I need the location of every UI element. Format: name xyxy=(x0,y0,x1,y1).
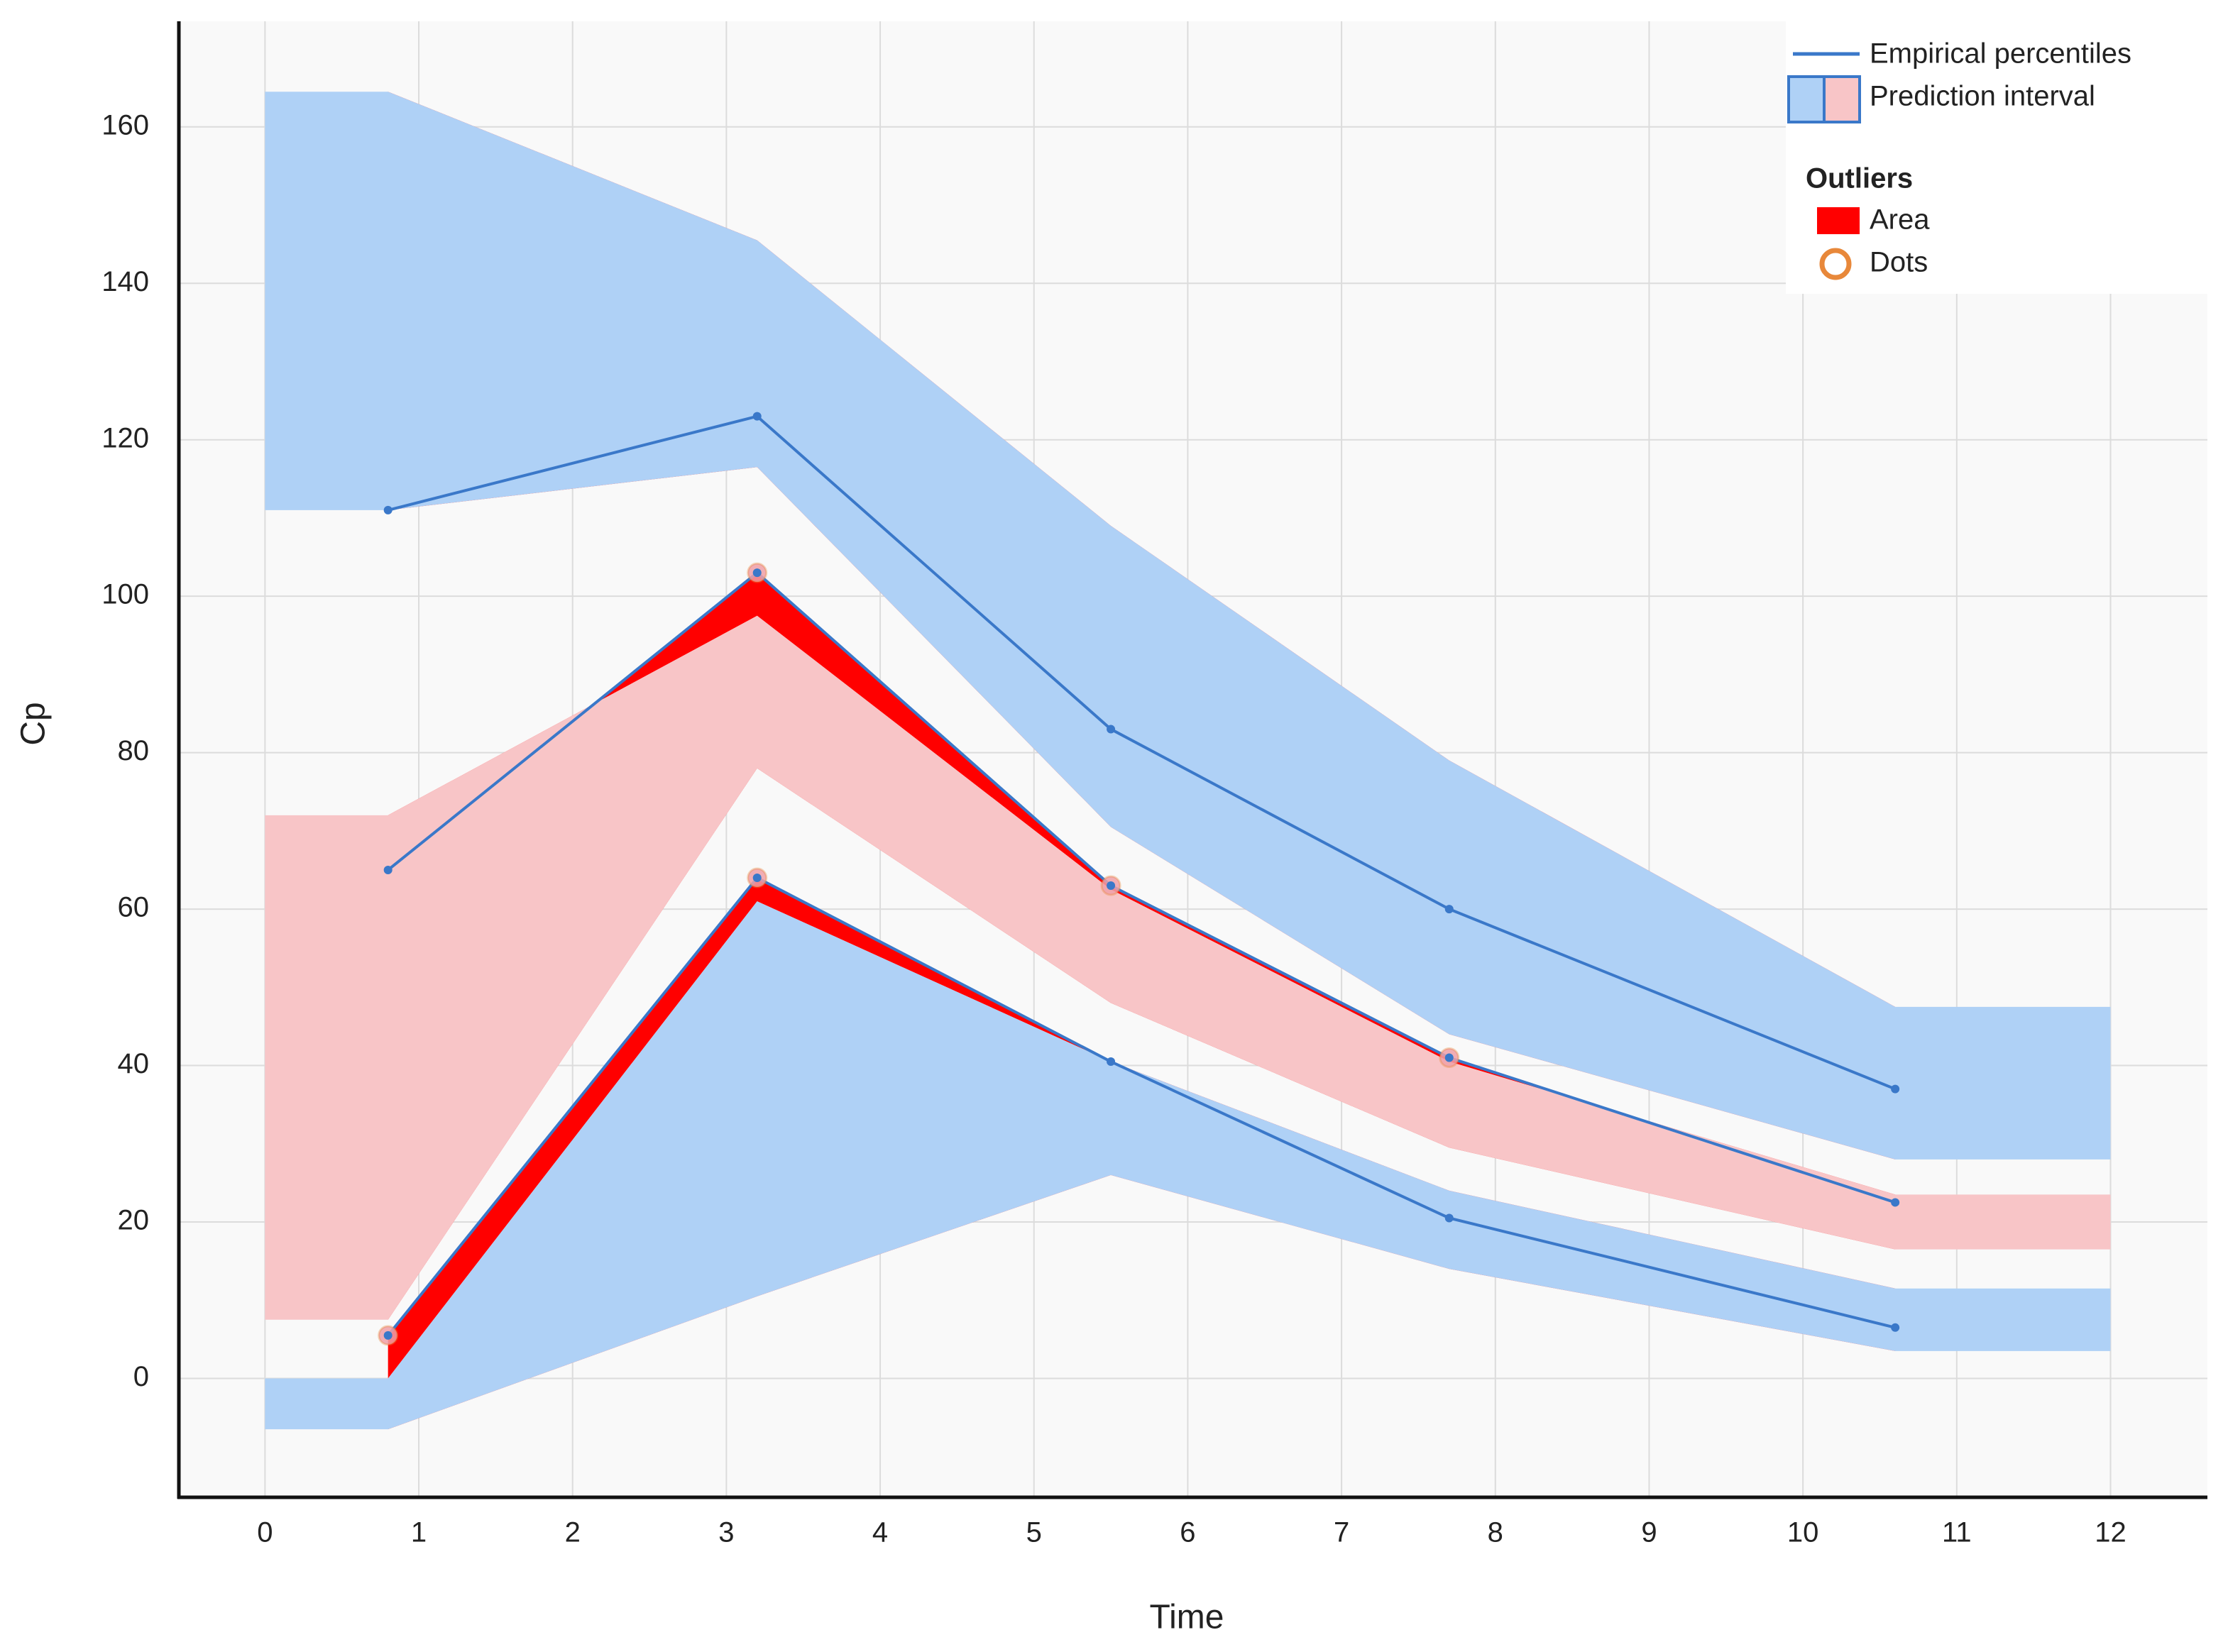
y-tick-label: 160 xyxy=(101,109,149,141)
legend-label: Prediction interval xyxy=(1870,81,2095,112)
y-tick-label: 20 xyxy=(118,1205,150,1236)
x-tick-label: 10 xyxy=(1787,1517,1819,1548)
x-tick-label: 5 xyxy=(1026,1517,1042,1548)
y-tick-label: 40 xyxy=(118,1048,150,1079)
percentile-point xyxy=(752,873,762,882)
percentile-point xyxy=(752,568,762,578)
x-tick-label: 9 xyxy=(1641,1517,1657,1548)
percentile-point xyxy=(383,865,393,874)
legend-label: Dots xyxy=(1870,247,1928,278)
y-tick-label: 100 xyxy=(101,579,149,610)
y-tick-label: 0 xyxy=(133,1361,149,1392)
x-tick-label: 3 xyxy=(718,1517,734,1548)
legend-box xyxy=(1786,21,2207,294)
percentile-point xyxy=(752,412,762,421)
percentile-point xyxy=(1107,1057,1116,1067)
percentile-point xyxy=(383,1331,393,1340)
x-tick-label: 4 xyxy=(872,1517,888,1548)
legend-label: Area xyxy=(1870,204,1930,236)
legend-dot-swatch xyxy=(1819,248,1852,280)
legend: Empirical percentiles Prediction interva… xyxy=(1786,21,2207,294)
prediction-band xyxy=(265,92,2111,1160)
percentile-point xyxy=(1444,1053,1454,1062)
percentile-point xyxy=(383,505,393,514)
percentile-point xyxy=(1444,905,1454,914)
legend-band-swatch xyxy=(1789,77,1824,122)
x-tick-label: 11 xyxy=(1942,1517,1972,1548)
percentile-point xyxy=(1891,1198,1900,1207)
legend-title: Outliers xyxy=(1806,163,1913,194)
x-tick-label: 6 xyxy=(1180,1517,1195,1548)
y-tick-label: 60 xyxy=(118,892,150,923)
y-tick-label: 140 xyxy=(101,266,149,297)
x-tick-label: 2 xyxy=(565,1517,581,1548)
bands xyxy=(265,92,2111,1430)
legend-area-swatch xyxy=(1817,207,1860,234)
percentile-point xyxy=(1891,1084,1900,1094)
x-tick-label: 7 xyxy=(1334,1517,1349,1548)
x-axis-label: Time xyxy=(1150,1599,1224,1636)
percentile-point xyxy=(1107,725,1116,734)
y-axis-label: Cp xyxy=(15,702,53,745)
legend-band-swatch xyxy=(1824,77,1860,122)
percentile-point xyxy=(1891,1323,1900,1332)
x-tick-label: 1 xyxy=(411,1517,427,1548)
lines xyxy=(378,412,1900,1346)
legend-label: Empirical percentiles xyxy=(1870,38,2131,70)
percentile-point xyxy=(1107,881,1116,891)
percentile-point xyxy=(1444,1213,1454,1223)
prediction-band xyxy=(265,615,2111,1320)
y-tick-label: 80 xyxy=(118,735,150,766)
prediction-band xyxy=(265,901,2111,1430)
x-tick-label: 12 xyxy=(2095,1517,2127,1548)
y-tick-label: 120 xyxy=(101,422,149,453)
x-tick-label: 0 xyxy=(257,1517,273,1548)
x-tick-label: 8 xyxy=(1488,1517,1503,1548)
